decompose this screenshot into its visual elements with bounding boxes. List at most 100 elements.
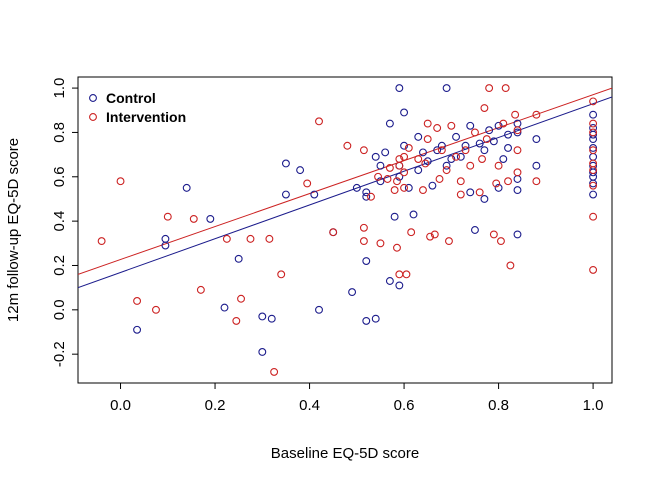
point-intervention: [466, 161, 475, 170]
point-intervention: [423, 119, 432, 128]
point-intervention: [456, 190, 465, 199]
point-control: [513, 186, 522, 195]
point-intervention: [303, 179, 312, 188]
point-control: [400, 141, 409, 150]
point-control: [133, 325, 142, 334]
point-intervention: [133, 297, 142, 305]
fit-line-intervention: [78, 87, 612, 275]
point-control: [513, 128, 522, 137]
point-control: [489, 137, 498, 146]
point-control: [395, 281, 404, 290]
point-intervention: [589, 146, 598, 155]
point-intervention: [385, 163, 394, 172]
point-control: [348, 288, 357, 297]
point-control: [589, 179, 598, 188]
point-intervention: [589, 181, 598, 190]
point-intervention: [367, 192, 375, 201]
point-intervention: [359, 146, 368, 155]
point-intervention: [421, 159, 430, 168]
point-intervention: [501, 84, 510, 93]
point-control: [419, 148, 427, 157]
point-control: [414, 166, 423, 175]
x-tick-label: 0.4: [299, 397, 320, 414]
point-control: [589, 190, 598, 199]
point-intervention: [404, 144, 413, 152]
point-intervention: [589, 97, 598, 106]
point-intervention: [511, 110, 520, 119]
point-control: [480, 146, 489, 155]
x-tick-label: 0.8: [488, 397, 509, 414]
point-intervention: [97, 237, 106, 246]
point-intervention: [492, 179, 501, 188]
point-control: [376, 177, 385, 186]
point-intervention: [390, 186, 399, 195]
point-intervention: [496, 237, 505, 246]
point-control: [433, 146, 442, 155]
point-control: [437, 141, 446, 150]
y-tick-label: -0.2: [51, 341, 68, 367]
point-intervention: [359, 237, 368, 246]
point-intervention: [116, 177, 125, 186]
point-intervention: [532, 177, 541, 186]
y-axis: -0.2 0.0 0.2 0.4 0.6 0.8 1.0: [51, 78, 78, 367]
point-intervention: [400, 183, 409, 192]
point-intervention: [315, 117, 323, 126]
point-control: [494, 121, 503, 130]
x-axis: 0.0 0.2 0.4 0.6 0.8 1.0: [110, 383, 604, 414]
point-control: [234, 254, 243, 263]
point-intervention: [222, 234, 231, 243]
fit-line-control: [78, 96, 612, 289]
point-intervention: [589, 212, 598, 221]
y-tick-label: 1.0: [51, 78, 68, 99]
y-tick-label: 0.4: [51, 211, 68, 232]
point-control: [532, 135, 541, 144]
point-control: [352, 183, 361, 192]
legend-marker-intervention: [89, 113, 97, 121]
point-control: [296, 166, 305, 175]
legend-label-intervention: Intervention: [106, 109, 186, 125]
point-control: [452, 132, 461, 141]
point-control: [471, 226, 479, 234]
point-intervention: [513, 146, 522, 155]
point-intervention: [407, 228, 416, 237]
point-control: [589, 135, 598, 144]
point-intervention: [359, 223, 368, 232]
point-control: [258, 312, 267, 321]
point-control: [589, 110, 598, 119]
x-axis-title: Baseline EQ-5D score: [271, 445, 419, 462]
point-intervention: [400, 152, 409, 161]
y-tick-label: 0.0: [51, 299, 68, 320]
point-control: [371, 152, 380, 161]
point-intervention: [163, 212, 172, 221]
point-control: [499, 155, 508, 163]
point-intervention: [232, 316, 241, 325]
point-control: [589, 144, 598, 152]
legend: Control Intervention: [89, 90, 186, 125]
point-intervention: [395, 161, 404, 170]
point-intervention: [383, 175, 392, 183]
point-control: [442, 161, 451, 170]
point-intervention: [445, 237, 453, 246]
point-intervention: [152, 305, 160, 314]
legend-marker-control: [89, 94, 97, 102]
point-intervention: [189, 214, 198, 223]
legend-label-control: Control: [106, 90, 156, 106]
point-control: [504, 130, 512, 139]
y-tick-label: 0.8: [51, 122, 68, 143]
point-control: [466, 188, 475, 197]
point-control: [456, 152, 465, 161]
point-control: [428, 181, 437, 190]
point-intervention: [374, 172, 383, 181]
point-intervention: [426, 232, 435, 241]
x-tick-label: 0.6: [394, 397, 415, 414]
point-intervention: [482, 135, 491, 144]
point-control: [513, 175, 522, 183]
point-intervention: [393, 243, 401, 252]
point-intervention: [376, 239, 385, 248]
point-intervention: [489, 230, 498, 239]
point-intervention: [475, 188, 484, 197]
point-intervention: [589, 265, 598, 274]
point-control: [390, 212, 399, 221]
point-control: [532, 161, 541, 170]
point-intervention: [532, 110, 541, 119]
